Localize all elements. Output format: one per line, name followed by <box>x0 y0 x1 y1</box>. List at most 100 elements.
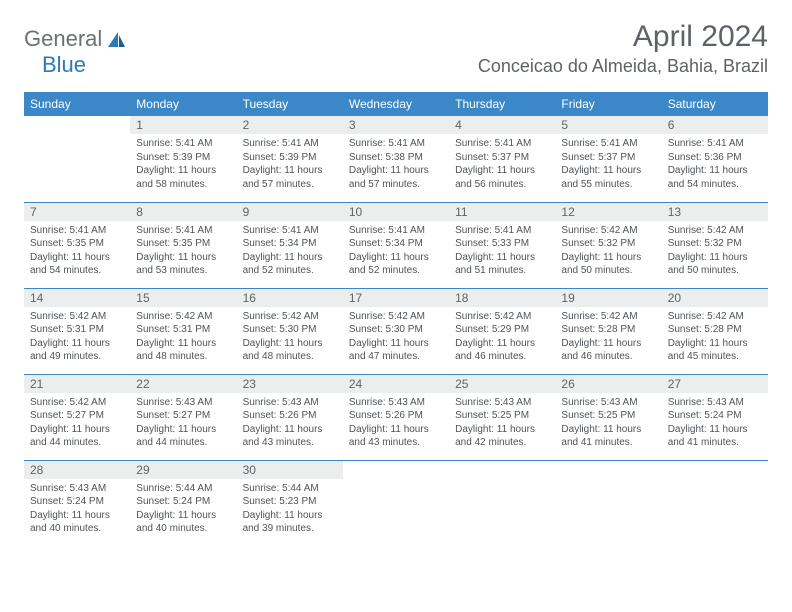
calendar-day-cell: 7Sunrise: 5:41 AMSunset: 5:35 PMDaylight… <box>24 202 130 288</box>
calendar-day-cell: 11Sunrise: 5:41 AMSunset: 5:33 PMDayligh… <box>449 202 555 288</box>
sunrise-text: Sunrise: 5:44 AM <box>136 482 230 496</box>
sunrise-text: Sunrise: 5:41 AM <box>136 224 230 238</box>
calendar-day-cell <box>24 116 130 202</box>
calendar-day-cell <box>662 460 768 546</box>
daylight-text: Daylight: 11 hours and 54 minutes. <box>668 164 762 191</box>
day-header: Saturday <box>662 92 768 116</box>
day-number: 19 <box>555 289 661 307</box>
sunrise-text: Sunrise: 5:43 AM <box>668 396 762 410</box>
sunset-text: Sunset: 5:35 PM <box>136 237 230 251</box>
day-number <box>24 116 130 134</box>
daylight-text: Daylight: 11 hours and 58 minutes. <box>136 164 230 191</box>
calendar-day-cell: 17Sunrise: 5:42 AMSunset: 5:30 PMDayligh… <box>343 288 449 374</box>
day-detail: Sunrise: 5:42 AMSunset: 5:27 PMDaylight:… <box>24 393 130 454</box>
day-detail: Sunrise: 5:42 AMSunset: 5:32 PMDaylight:… <box>662 221 768 282</box>
day-number: 15 <box>130 289 236 307</box>
sunrise-text: Sunrise: 5:41 AM <box>243 224 337 238</box>
sunset-text: Sunset: 5:37 PM <box>561 151 655 165</box>
day-number: 25 <box>449 375 555 393</box>
day-number: 6 <box>662 116 768 134</box>
day-number: 14 <box>24 289 130 307</box>
day-number: 7 <box>24 203 130 221</box>
sunrise-text: Sunrise: 5:41 AM <box>455 137 549 151</box>
sunrise-text: Sunrise: 5:41 AM <box>136 137 230 151</box>
calendar-day-cell: 1Sunrise: 5:41 AMSunset: 5:39 PMDaylight… <box>130 116 236 202</box>
daylight-text: Daylight: 11 hours and 41 minutes. <box>561 423 655 450</box>
sunset-text: Sunset: 5:25 PM <box>455 409 549 423</box>
day-header: Tuesday <box>237 92 343 116</box>
calendar-header-row: Sunday Monday Tuesday Wednesday Thursday… <box>24 92 768 116</box>
day-detail: Sunrise: 5:42 AMSunset: 5:32 PMDaylight:… <box>555 221 661 282</box>
day-detail: Sunrise: 5:41 AMSunset: 5:34 PMDaylight:… <box>343 221 449 282</box>
day-detail: Sunrise: 5:41 AMSunset: 5:35 PMDaylight:… <box>130 221 236 282</box>
sunrise-text: Sunrise: 5:43 AM <box>30 482 124 496</box>
calendar-day-cell: 5Sunrise: 5:41 AMSunset: 5:37 PMDaylight… <box>555 116 661 202</box>
sunset-text: Sunset: 5:28 PM <box>668 323 762 337</box>
sunrise-text: Sunrise: 5:41 AM <box>243 137 337 151</box>
day-detail: Sunrise: 5:43 AMSunset: 5:26 PMDaylight:… <box>237 393 343 454</box>
sunset-text: Sunset: 5:34 PM <box>349 237 443 251</box>
day-header: Thursday <box>449 92 555 116</box>
daylight-text: Daylight: 11 hours and 49 minutes. <box>30 337 124 364</box>
logo-text-blue: Blue <box>24 52 86 77</box>
day-detail: Sunrise: 5:42 AMSunset: 5:30 PMDaylight:… <box>343 307 449 368</box>
sunrise-text: Sunrise: 5:43 AM <box>349 396 443 410</box>
sunset-text: Sunset: 5:28 PM <box>561 323 655 337</box>
daylight-text: Daylight: 11 hours and 48 minutes. <box>136 337 230 364</box>
day-detail: Sunrise: 5:43 AMSunset: 5:25 PMDaylight:… <box>449 393 555 454</box>
calendar-day-cell: 25Sunrise: 5:43 AMSunset: 5:25 PMDayligh… <box>449 374 555 460</box>
day-detail: Sunrise: 5:41 AMSunset: 5:38 PMDaylight:… <box>343 134 449 195</box>
sunset-text: Sunset: 5:31 PM <box>136 323 230 337</box>
daylight-text: Daylight: 11 hours and 50 minutes. <box>561 251 655 278</box>
sunset-text: Sunset: 5:38 PM <box>349 151 443 165</box>
sunset-text: Sunset: 5:25 PM <box>561 409 655 423</box>
daylight-text: Daylight: 11 hours and 50 minutes. <box>668 251 762 278</box>
calendar-day-cell: 14Sunrise: 5:42 AMSunset: 5:31 PMDayligh… <box>24 288 130 374</box>
calendar-day-cell <box>449 460 555 546</box>
day-detail: Sunrise: 5:41 AMSunset: 5:36 PMDaylight:… <box>662 134 768 195</box>
day-detail: Sunrise: 5:43 AMSunset: 5:24 PMDaylight:… <box>662 393 768 454</box>
page-header: General Blue April 2024 Conceicao do Alm… <box>24 20 768 78</box>
calendar-day-cell <box>555 460 661 546</box>
daylight-text: Daylight: 11 hours and 40 minutes. <box>30 509 124 536</box>
day-number: 12 <box>555 203 661 221</box>
calendar-day-cell: 28 Sunrise: 5:43 AMSunset: 5:24 PMDayligh… <box>24 460 130 546</box>
day-header: Wednesday <box>343 92 449 116</box>
day-number: 28 <box>24 461 130 479</box>
day-number: 17 <box>343 289 449 307</box>
day-detail: Sunrise: 5:42 AMSunset: 5:31 PMDaylight:… <box>24 307 130 368</box>
day-detail: Sunrise: 5:42 AMSunset: 5:31 PMDaylight:… <box>130 307 236 368</box>
day-number: 21 <box>24 375 130 393</box>
sunset-text: Sunset: 5:26 PM <box>349 409 443 423</box>
sunrise-text: Sunrise: 5:42 AM <box>30 310 124 324</box>
calendar-day-cell: 26Sunrise: 5:43 AMSunset: 5:25 PMDayligh… <box>555 374 661 460</box>
sunset-text: Sunset: 5:29 PM <box>455 323 549 337</box>
sunrise-text: Sunrise: 5:42 AM <box>561 224 655 238</box>
sunrise-text: Sunrise: 5:41 AM <box>349 137 443 151</box>
day-number: 23 <box>237 375 343 393</box>
day-number <box>449 461 555 479</box>
day-number: 5 <box>555 116 661 134</box>
sunset-text: Sunset: 5:30 PM <box>349 323 443 337</box>
calendar-day-cell: 20Sunrise: 5:42 AMSunset: 5:28 PMDayligh… <box>662 288 768 374</box>
day-detail: Sunrise: 5:42 AMSunset: 5:29 PMDaylight:… <box>449 307 555 368</box>
calendar-day-cell: 16Sunrise: 5:42 AMSunset: 5:30 PMDayligh… <box>237 288 343 374</box>
location-subtitle: Conceicao do Almeida, Bahia, Brazil <box>478 56 768 77</box>
calendar-body: 1Sunrise: 5:41 AMSunset: 5:39 PMDaylight… <box>24 116 768 546</box>
sunrise-text: Sunrise: 5:41 AM <box>455 224 549 238</box>
calendar-day-cell: 21Sunrise: 5:42 AMSunset: 5:27 PMDayligh… <box>24 374 130 460</box>
sunset-text: Sunset: 5:24 PM <box>30 495 124 509</box>
calendar-day-cell: 12Sunrise: 5:42 AMSunset: 5:32 PMDayligh… <box>555 202 661 288</box>
calendar-table: Sunday Monday Tuesday Wednesday Thursday… <box>24 92 768 546</box>
calendar-day-cell: 19Sunrise: 5:42 AMSunset: 5:28 PMDayligh… <box>555 288 661 374</box>
day-number: 24 <box>343 375 449 393</box>
sunset-text: Sunset: 5:36 PM <box>668 151 762 165</box>
day-detail: Sunrise: 5:44 AMSunset: 5:23 PMDaylight:… <box>237 479 343 540</box>
calendar-day-cell: 23Sunrise: 5:43 AMSunset: 5:26 PMDayligh… <box>237 374 343 460</box>
day-detail: Sunrise: 5:41 AMSunset: 5:34 PMDaylight:… <box>237 221 343 282</box>
sunset-text: Sunset: 5:34 PM <box>243 237 337 251</box>
sunset-text: Sunset: 5:30 PM <box>243 323 337 337</box>
sunrise-text: Sunrise: 5:42 AM <box>30 396 124 410</box>
sunset-text: Sunset: 5:27 PM <box>30 409 124 423</box>
sunset-text: Sunset: 5:23 PM <box>243 495 337 509</box>
